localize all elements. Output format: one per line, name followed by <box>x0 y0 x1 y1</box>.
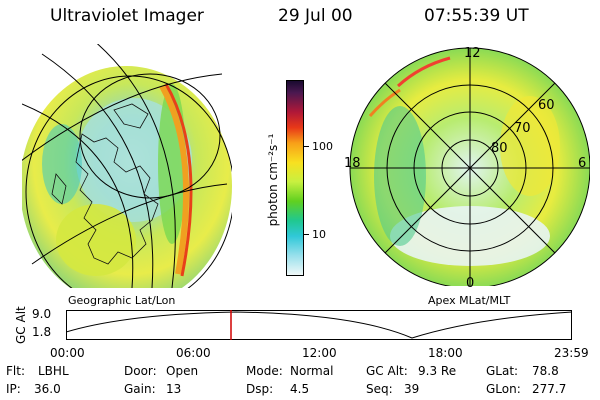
glat-label: GLat: <box>486 364 519 378</box>
flt-value: LBHL <box>38 364 69 378</box>
colorbar-label-10: 10 <box>312 228 326 241</box>
mlat-label-80: 80 <box>491 141 508 156</box>
altitude-tick-high: 9.0 <box>32 307 52 321</box>
altitude-plot-frame <box>66 310 572 340</box>
mlt-label-midnight: 0 <box>466 276 475 291</box>
colorbar-tick-10 <box>304 234 309 235</box>
glon-label: GLon: <box>486 382 521 396</box>
mlt-label-dawn: 6 <box>578 156 587 171</box>
altitude-axis-label: GC Alt <box>14 306 28 344</box>
magnetic-polar-map <box>349 47 590 286</box>
instrument-title: Ultraviolet Imager <box>50 6 204 26</box>
altitude-tick-low: 1.8 <box>32 325 52 339</box>
seq-value: 39 <box>404 382 420 396</box>
time-tick-1800: 18:00 <box>428 346 463 360</box>
mlat-label-70: 70 <box>514 121 531 136</box>
time-tick-0600: 06:00 <box>176 346 211 360</box>
glat-value: 78.8 <box>532 364 559 378</box>
ip-value: 36.0 <box>34 382 61 396</box>
mlat-label-60: 60 <box>538 98 555 113</box>
door-value: Open <box>166 364 199 378</box>
dsp-label: Dsp: <box>246 382 274 396</box>
glon-value: 277.7 <box>532 382 567 396</box>
time-tick-1200: 12:00 <box>302 346 337 360</box>
time-label: 07:55:39 UT <box>424 6 529 26</box>
gain-value: 13 <box>166 382 182 396</box>
ip-label: IP: <box>6 382 21 396</box>
mlt-label-noon: 12 <box>464 46 481 61</box>
coastline-outline <box>51 103 159 265</box>
dsp-value: 4.5 <box>290 382 310 396</box>
colorbar-label-100: 100 <box>312 140 333 153</box>
time-tick-2359: 23:59 <box>554 346 589 360</box>
geographic-map <box>22 44 232 288</box>
mode-value: Normal <box>290 364 334 378</box>
gcalt-label: GC Alt: <box>366 364 408 378</box>
gain-label: Gain: <box>124 382 156 396</box>
mode-label: Mode: <box>246 364 283 378</box>
geographic-caption: Geographic Lat/Lon <box>68 294 176 307</box>
colorbar-tick-100 <box>304 146 309 147</box>
time-tick-0000: 00:00 <box>50 346 85 360</box>
flt-label: Flt: <box>6 364 25 378</box>
colorbar-unit-label: photon cm⁻²s⁻¹ <box>266 133 280 227</box>
geographic-aurora-image <box>22 66 232 288</box>
intensity-colorbar <box>286 80 304 276</box>
magnetic-caption: Apex MLat/MLT <box>428 294 511 307</box>
altitude-curve <box>66 310 572 340</box>
date-label: 29 Jul 00 <box>278 6 353 26</box>
gcalt-value: 9.3 Re <box>418 364 457 378</box>
door-label: Door: <box>124 364 157 378</box>
mlt-label-dusk: 18 <box>344 156 361 171</box>
polar-grid <box>349 47 590 286</box>
seq-label: Seq: <box>366 382 393 396</box>
geographic-grid <box>22 44 232 288</box>
